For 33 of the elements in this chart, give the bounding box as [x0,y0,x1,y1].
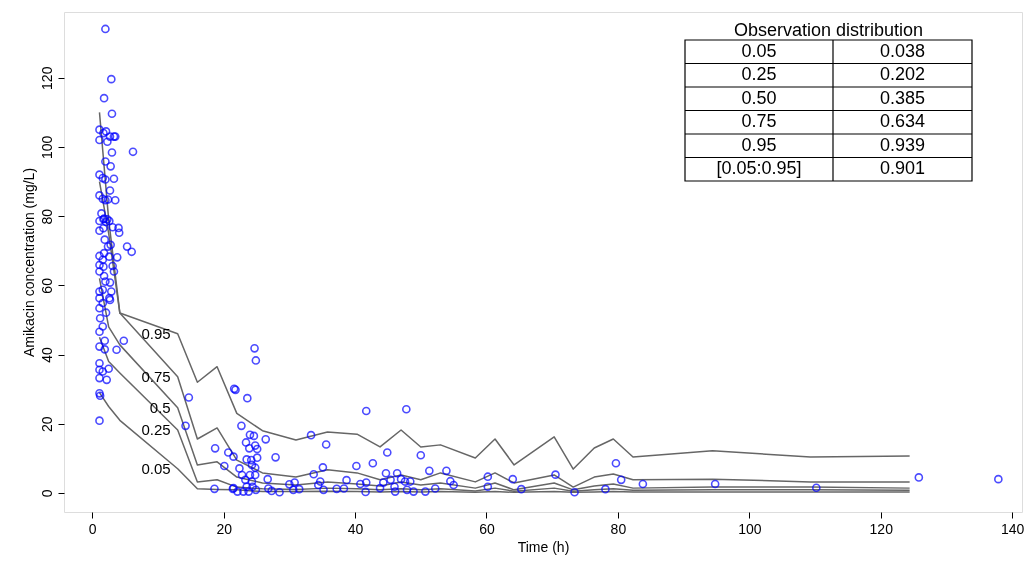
annotation: Observation distribution [733,20,924,40]
annotation: 0.95 [741,134,777,155]
y-axis-title: Amikacin concentration (mg/L) [20,167,37,358]
x-tick-label: 140 [1000,520,1025,537]
x-tick-label: 120 [869,520,894,537]
y-tick-label: 0 [38,489,55,498]
y-tick-label: 120 [38,66,55,90]
x-tick-label: 60 [479,520,495,537]
x-tick-label: 20 [216,520,233,537]
annotation: 0.634 [879,111,926,132]
x-tick-label: 100 [738,520,762,537]
series-label: 0.95 [141,324,171,342]
annotation: 0.202 [879,64,926,85]
x-tick-label: 0 [88,520,97,537]
x-tick-label: 80 [610,520,627,537]
y-tick-label: 80 [38,208,55,225]
y-tick-label: 20 [38,416,55,433]
annotation: 0.05 [741,40,777,61]
series-label: 0.05 [141,459,171,477]
annotation: 0.75 [741,111,777,132]
y-tick-label: 40 [38,347,55,363]
annotation: 0.038 [879,40,926,61]
annotation: 0.901 [879,158,926,179]
annotation: 0.385 [879,87,926,108]
y-tick-label: 60 [38,277,55,294]
annotation: 0.25 [741,64,777,85]
annotation: 0.939 [879,134,926,155]
x-tick-label: 40 [347,520,364,537]
annotation: [0.05:0.95] [716,158,802,179]
y-tick-label: 100 [38,135,55,160]
series-label: 0.25 [141,420,171,438]
x-axis-title: Time (h) [517,538,570,555]
annotation: 0.50 [741,87,777,108]
